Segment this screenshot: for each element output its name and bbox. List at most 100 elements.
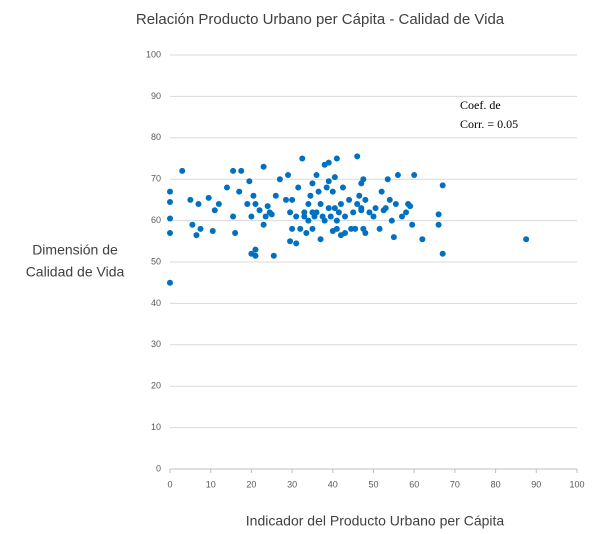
scatter-point: [209, 227, 216, 234]
scatter-point: [167, 279, 173, 286]
y-tick-label: 60: [151, 215, 161, 225]
scatter-point: [419, 236, 426, 243]
scatter-point: [230, 167, 237, 174]
x-tick-label: 70: [450, 479, 460, 489]
scatter-point: [325, 159, 332, 166]
y-tick-label: 20: [151, 381, 161, 391]
scatter-point: [305, 217, 312, 224]
scatter-point: [321, 217, 328, 224]
y-axis-label: Calidad de Vida: [26, 264, 125, 280]
scatter-point: [523, 236, 530, 243]
y-tick-label: 40: [151, 298, 161, 308]
scatter-point: [262, 213, 269, 220]
scatter-point: [317, 201, 324, 208]
scatter-point: [323, 184, 330, 191]
y-tick-label: 90: [151, 91, 161, 101]
scatter-point: [366, 209, 373, 216]
scatter-point: [276, 176, 283, 183]
x-tick-label: 10: [206, 479, 216, 489]
scatter-point: [342, 230, 349, 237]
scatter-point: [193, 232, 200, 239]
scatter-point: [299, 155, 306, 162]
scatter-point: [167, 230, 173, 237]
annotation: Coef. de: [460, 98, 501, 112]
scatter-point: [238, 167, 245, 174]
scatter-point: [305, 201, 312, 208]
scatter-point: [301, 213, 308, 220]
scatter-point: [333, 225, 340, 232]
y-tick-label: 80: [151, 132, 161, 142]
scatter-point: [297, 225, 304, 232]
scatter-point: [287, 209, 294, 216]
scatter-point: [287, 238, 294, 245]
scatter-point: [252, 246, 259, 253]
scatter-point: [230, 213, 237, 220]
scatter-point: [325, 178, 332, 185]
y-tick-label: 100: [146, 49, 161, 59]
scatter-point: [331, 205, 338, 212]
scatter-point: [293, 213, 300, 220]
scatter-point: [376, 225, 383, 232]
scatter-point: [350, 209, 357, 216]
scatter-point: [244, 201, 251, 208]
scatter-point: [317, 236, 324, 243]
chart-title: Relación Producto Urbano per Cápita - Ca…: [136, 11, 505, 28]
scatter-point: [362, 230, 369, 237]
x-tick-label: 80: [491, 479, 501, 489]
scatter-point: [354, 201, 361, 208]
x-tick-label: 60: [409, 479, 419, 489]
y-tick-label: 0: [156, 463, 161, 473]
scatter-point: [195, 201, 202, 208]
scatter-point: [260, 221, 267, 228]
y-tick-label: 30: [151, 339, 161, 349]
scatter-point: [187, 196, 194, 203]
scatter-point: [232, 230, 239, 237]
scatter-point: [268, 211, 275, 218]
y-tick-label: 10: [151, 422, 161, 432]
scatter-point: [331, 174, 338, 181]
scatter-point: [439, 250, 446, 257]
scatter-point: [248, 213, 255, 220]
scatter-point: [346, 196, 353, 203]
scatter-point: [223, 184, 230, 191]
scatter-point: [256, 207, 263, 214]
scatter-point: [435, 221, 442, 228]
scatter-point: [289, 196, 296, 203]
scatter-point: [250, 192, 257, 199]
scatter-point: [384, 176, 391, 183]
scatter-point: [289, 225, 296, 232]
scatter-point: [337, 201, 344, 208]
scatter-point: [272, 192, 279, 199]
scatter-point: [335, 209, 342, 216]
scatter-point: [293, 240, 300, 247]
scatter-point: [295, 184, 302, 191]
scatter-point: [372, 205, 379, 212]
scatter-point: [362, 196, 369, 203]
scatter-point: [392, 201, 399, 208]
scatter-point: [264, 203, 271, 210]
scatter-point: [236, 188, 243, 195]
scatter-point: [378, 188, 385, 195]
x-tick-label: 40: [328, 479, 338, 489]
scatter-point: [211, 207, 218, 214]
scatter-point: [388, 217, 395, 224]
scatter-point: [352, 225, 359, 232]
scatter-point: [252, 252, 259, 259]
scatter-point: [409, 221, 416, 228]
scatter-point: [167, 198, 173, 205]
scatter-point: [403, 209, 410, 216]
scatter-point: [301, 209, 308, 216]
scatter-point: [327, 213, 334, 220]
scatter-point: [342, 213, 349, 220]
scatter-point: [313, 209, 320, 216]
scatter-point: [303, 230, 310, 237]
scatter-point: [333, 217, 340, 224]
annotation: Corr. = 0.05: [460, 117, 518, 131]
scatter-point: [339, 184, 346, 191]
x-tick-label: 0: [167, 479, 172, 489]
scatter-point: [325, 205, 332, 212]
scatter-point: [407, 203, 414, 210]
y-tick-label: 50: [151, 256, 161, 266]
scatter-point: [309, 225, 316, 232]
scatter-point: [252, 201, 259, 208]
